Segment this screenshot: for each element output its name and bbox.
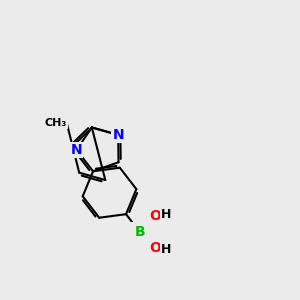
Text: O: O	[149, 209, 161, 224]
Text: N: N	[112, 128, 124, 142]
Text: H: H	[161, 243, 172, 256]
Text: B: B	[135, 225, 146, 239]
Text: N: N	[71, 143, 82, 157]
Text: H: H	[161, 208, 172, 221]
Text: O: O	[149, 241, 161, 255]
Text: CH₃: CH₃	[44, 118, 67, 128]
